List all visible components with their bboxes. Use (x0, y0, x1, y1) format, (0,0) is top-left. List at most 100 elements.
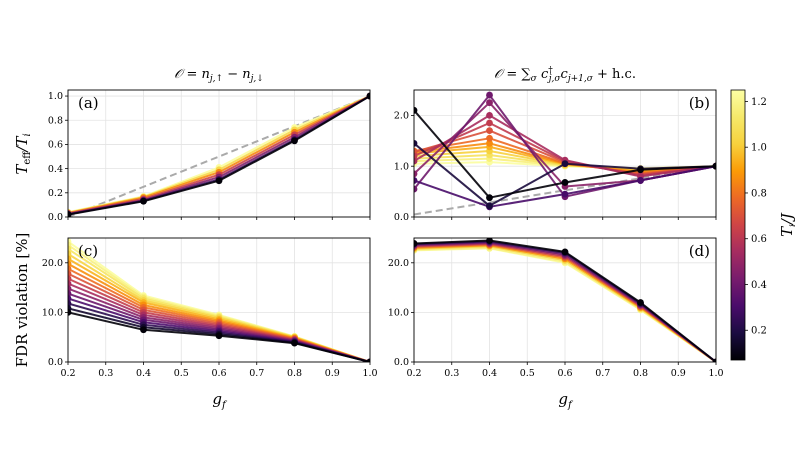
panel-d: 0.0 10.0 20.0 0.2 0.3 0.4 0.5 0.6 0.7 0.8 0.9 1.0 (d… (388, 237, 724, 379)
x-ticks: 0.2 0.3 0.4 0.5 0.6 0.7 0.8 0.9 1.0 (406, 362, 724, 379)
x-tick-label: 0.2 (60, 368, 75, 379)
title-left-main: 𝒪 = n (174, 67, 210, 82)
ylabel-top-main: T (13, 164, 31, 175)
colorbar-tick-label: 0.6 (751, 234, 767, 245)
data-point (215, 332, 223, 340)
y-tick-label: 0.0 (48, 212, 63, 223)
y-tick-label: 20.0 (42, 258, 63, 269)
data-point (486, 134, 493, 142)
data-point (366, 92, 370, 100)
xlabel-left: gf (212, 390, 228, 411)
colorbar-label: Ti/J (778, 212, 797, 237)
y-ticks: 0.0 0.2 0.4 0.6 0.8 1.0 (48, 91, 68, 223)
series (414, 106, 716, 202)
title-right-sup: † (548, 66, 553, 76)
title-right-sub3: j+1,σ (566, 74, 594, 84)
ylabel-top-sub2: i (22, 133, 33, 136)
x-tick-label: 0.7 (595, 368, 610, 379)
panel-label: (c) (78, 242, 98, 260)
ylabel-bottom: FDR violation [%] (13, 233, 31, 368)
colorbar-tick-label: 0.4 (751, 280, 767, 291)
data-point (215, 177, 223, 185)
colorbar-gradient (730, 89, 746, 361)
y-tick-label: 0.0 (394, 357, 409, 368)
x-tick-label: 0.4 (482, 368, 497, 379)
data-point (414, 185, 418, 193)
title-right: 𝒪 = ∑σ c† j,σcj+1,σ + h.c. (494, 66, 636, 84)
colorbar-tick-label: 0.8 (751, 188, 767, 199)
data-point (291, 137, 298, 145)
xlabel-right-sub: f (567, 400, 574, 411)
xlabel-left-main: g (212, 390, 222, 408)
x-tick-label: 0.6 (557, 368, 572, 379)
y-tick-label: 1.0 (48, 91, 63, 102)
colorbar-label-main: T (778, 226, 796, 237)
x-ticks: 0.2 0.3 0.4 0.5 0.6 0.7 0.8 0.9 1.0 (60, 362, 378, 379)
xlabel-right-main: g (558, 390, 568, 408)
x-tick-label: 1.0 (362, 368, 377, 379)
x-tick-label: 0.8 (287, 368, 302, 379)
data-point (414, 170, 418, 178)
x-ticks (413, 217, 717, 220)
title-right-main: 𝒪 = ∑ (494, 67, 531, 82)
x-tick-label: 0.3 (444, 368, 459, 379)
y-tick-label: 0.2 (48, 188, 63, 199)
data-point (561, 179, 569, 186)
data-point (561, 190, 569, 198)
data-point (486, 112, 493, 119)
colorbar-label-rest: /J (778, 212, 796, 226)
colorbar-tick-label: 0.2 (751, 326, 767, 337)
ylabel-top: Teff/Ti (13, 133, 33, 174)
x-tick-label: 0.7 (249, 368, 264, 379)
title-left-sub2: j,↓ (249, 74, 264, 84)
y-tick-label: 1.0 (394, 161, 409, 172)
y-tick-label: 0.6 (48, 140, 63, 151)
x-tick-label: 0.4 (136, 368, 151, 379)
data-point (291, 339, 298, 347)
data-point (486, 127, 493, 135)
x-tick-label: 0.5 (520, 368, 535, 379)
panels: 0.00.20.40.60.81.0 (a)0.01.02.0(b)0.010.0… (42, 89, 724, 379)
data-point (712, 162, 716, 170)
data-area (414, 91, 716, 216)
x-tick-label: 0.6 (211, 368, 226, 379)
data-point (414, 106, 418, 114)
data-point (486, 91, 493, 99)
title-right-sub1: σ (531, 74, 538, 84)
data-point (561, 160, 569, 168)
data-area (68, 238, 370, 362)
title-left-mid: − n (223, 67, 251, 82)
y-ticks: 0.0 10.0 20.0 (42, 258, 68, 368)
colorbar-tick-label: 1.0 (751, 143, 767, 154)
panel-b: 0.0 1.0 2.0 (b) (394, 89, 717, 223)
x-tick-label: 0.2 (406, 368, 421, 379)
data-point (486, 238, 493, 244)
data-area (414, 238, 716, 362)
ylabel-top-sub: eff (22, 151, 33, 165)
x-tick-label: 1.0 (708, 368, 723, 379)
x-tick-label: 0.9 (325, 368, 340, 379)
data-point (637, 166, 644, 174)
panel-label: (b) (689, 94, 710, 112)
y-tick-label: 2.0 (394, 111, 409, 122)
y-tick-label: 0.0 (394, 212, 409, 223)
panel-label: (d) (689, 242, 710, 260)
y-tick-label: 20.0 (388, 258, 409, 269)
reference-line (414, 165, 716, 216)
data-point (414, 177, 418, 184)
series (68, 309, 370, 362)
x-tick-label: 0.3 (98, 368, 113, 379)
panel-a: 0.0 0.2 0.4 0.6 0.8 1.0 (a) (48, 89, 371, 223)
x-tick-label: 0.5 (174, 368, 189, 379)
x-ticks (67, 217, 371, 220)
xlabel-left-sub: f (221, 400, 228, 411)
ylabel-top-rest: /T (13, 136, 31, 154)
y-tick-label: 0.8 (48, 115, 63, 126)
data-point (366, 358, 370, 362)
data-point (414, 139, 418, 147)
y-ticks: 0.0 1.0 2.0 (394, 111, 414, 223)
y-tick-label: 0.0 (48, 357, 63, 368)
data-point (140, 326, 147, 334)
